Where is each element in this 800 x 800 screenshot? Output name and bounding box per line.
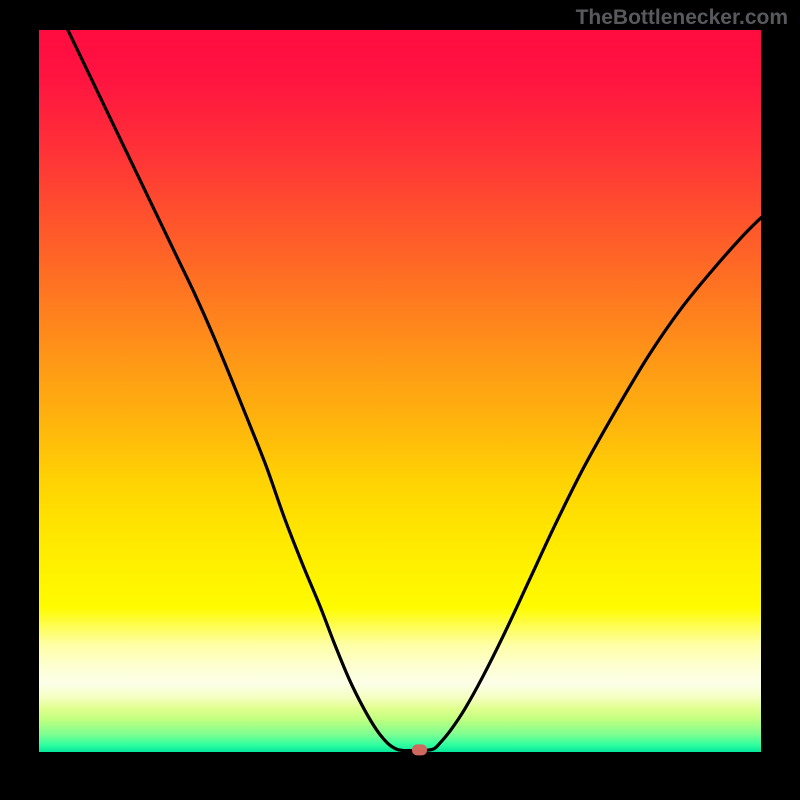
chart-svg (0, 0, 800, 800)
watermark-text: TheBottlenecker.com (576, 6, 788, 30)
optimal-marker (412, 744, 427, 755)
bottleneck-chart: TheBottlenecker.com (0, 0, 800, 800)
gradient-background (39, 30, 761, 752)
